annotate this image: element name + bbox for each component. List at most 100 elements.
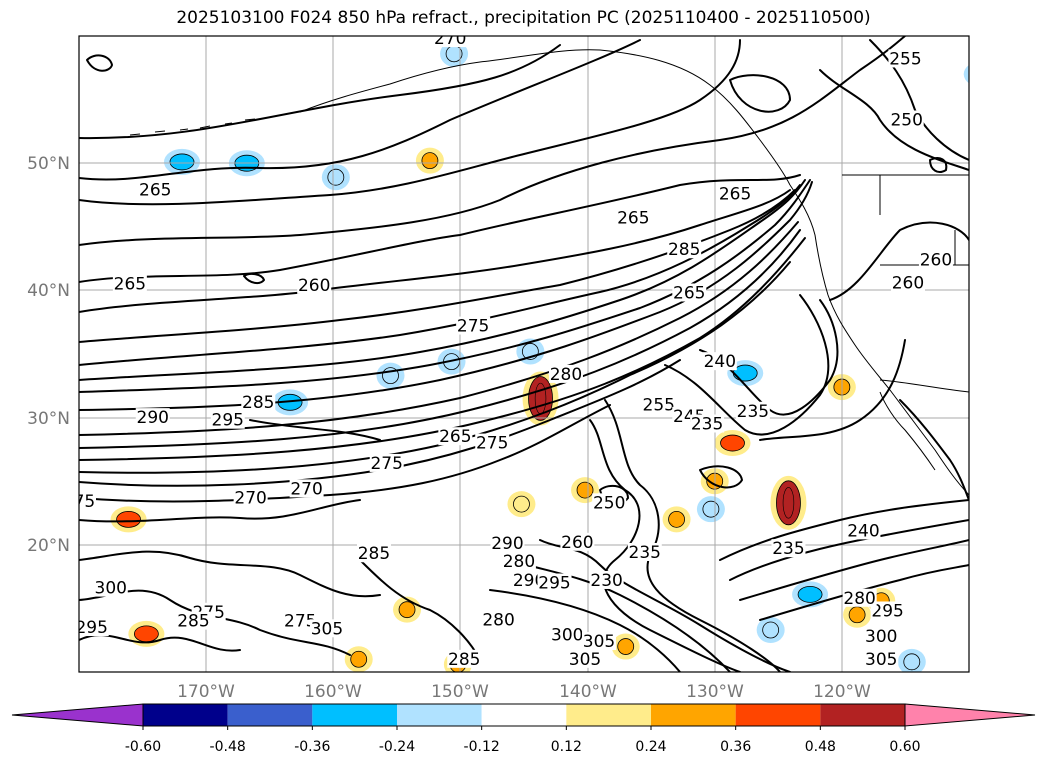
contour-label: 270 — [434, 29, 466, 49]
colorbar-segment — [735, 704, 821, 726]
contour-label-bg — [481, 610, 516, 629]
contour-label: 295 — [871, 601, 903, 621]
colorbar-extend-high — [904, 703, 1036, 727]
contour-label-bg — [889, 110, 924, 129]
lon-label-130w: 130°W — [686, 682, 744, 702]
contour-label: 305 — [311, 619, 343, 639]
colorbar: -0.60 -0.48 -0.36 -0.24 -0.12 0.12 0.24 0.36 0.4… — [11, 703, 1036, 755]
axis-labels: 50°N 40°N 30°N 20°N 170°W 160°W 150°W 14… — [27, 154, 871, 702]
contour-label: 280 — [843, 589, 875, 609]
contour-label: 240 — [847, 521, 879, 541]
contour-line — [899, 399, 969, 501]
contour-line — [79, 39, 641, 181]
coastlines — [129, 49, 969, 496]
colorbar-tick-label: -0.24 — [379, 739, 415, 755]
contour-line — [79, 36, 906, 246]
contour-label: 265 — [719, 184, 751, 204]
contour-label: 260 — [561, 533, 593, 553]
contour-label-bg — [135, 408, 170, 427]
contour-label: 305 — [583, 632, 615, 652]
contour-line — [359, 559, 481, 661]
contour-label: 295 — [75, 618, 107, 638]
contour-label: 275 — [476, 434, 508, 454]
contour-line — [759, 339, 906, 441]
contour-label: 275 — [284, 612, 316, 632]
contour-label-bg — [93, 578, 128, 597]
contour-label: 285 — [242, 393, 274, 413]
colorbar-tick-label: -0.60 — [125, 739, 161, 755]
contour-label: 300 — [551, 626, 583, 646]
contour-label: 250 — [890, 110, 922, 130]
contour-label: 235 — [772, 539, 804, 559]
lon-label-170w: 170°W — [177, 682, 235, 702]
precip-halo — [963, 64, 969, 84]
contour-line — [759, 564, 969, 621]
precip-patch — [344, 646, 373, 672]
contour-label-bg — [112, 274, 147, 293]
contour-label-bg — [490, 534, 525, 553]
colorbar-tick-label: 0.36 — [720, 739, 751, 755]
contour-label: 300 — [865, 627, 897, 647]
precip-patch — [611, 633, 640, 660]
colorbar-segment — [651, 704, 736, 726]
lon-label-160w: 160°W — [304, 682, 362, 702]
precip-core — [702, 500, 720, 518]
lon-label-120w: 120°W — [813, 682, 871, 702]
precip-core — [327, 168, 345, 186]
contour-line — [589, 419, 741, 672]
precip-core — [797, 586, 823, 603]
north-american-coastline — [789, 184, 969, 496]
contour-label-bg — [433, 36, 468, 48]
precip-core — [133, 625, 159, 643]
colorbar-segment — [143, 704, 228, 726]
contour-line — [79, 189, 796, 343]
contour-label: 285 — [668, 240, 700, 260]
precip-core — [169, 153, 195, 171]
precip-patch — [843, 601, 872, 628]
contour-label-bg — [771, 539, 806, 558]
contour-line — [829, 221, 969, 301]
contour-label: 250 — [593, 493, 625, 513]
contour-label: 235 — [691, 415, 723, 435]
contour-label: 290 — [513, 571, 545, 591]
colorbar-tick-label: 0.48 — [805, 739, 836, 755]
colorbar-tick-label: 0.60 — [889, 739, 920, 755]
contour-label: 230 — [590, 571, 622, 591]
state-boundary — [879, 175, 969, 266]
precip-core — [975, 351, 999, 367]
contour-line — [79, 499, 361, 523]
contour-label-bg — [138, 180, 173, 199]
precip-core — [350, 650, 368, 668]
precip-peak — [534, 382, 547, 415]
precip-core — [903, 653, 921, 671]
precip-core — [848, 606, 866, 624]
contour-label: 235 — [629, 543, 661, 563]
precip-core — [14, 636, 38, 652]
us-mexico-border — [879, 379, 969, 393]
contour-label-bg — [846, 521, 881, 540]
precip-patch — [272, 389, 309, 416]
contour-label: 295 — [212, 411, 244, 431]
precip-patch — [516, 338, 545, 365]
contour-label-bg — [537, 573, 572, 592]
contour-label-bg — [283, 611, 318, 630]
precip-core — [421, 152, 439, 170]
contour-label: 260 — [298, 276, 330, 296]
contour-label-bg — [870, 601, 905, 620]
contour-label-bg — [842, 588, 877, 607]
colorbar-segment — [566, 704, 651, 726]
contour-label-bg — [718, 184, 753, 203]
contour-label: 235 — [737, 402, 769, 422]
contour-label: 280 — [550, 365, 582, 385]
contour-line — [79, 189, 791, 313]
precip-core — [617, 638, 635, 655]
contour-label-bg — [735, 401, 770, 420]
precip-patch — [507, 491, 536, 518]
contour-label: 260 — [892, 273, 924, 293]
contour-label: 290 — [491, 534, 523, 554]
contour-label: 285 — [448, 650, 480, 670]
contour-line — [243, 272, 265, 285]
contour-label: 255 — [643, 395, 675, 415]
